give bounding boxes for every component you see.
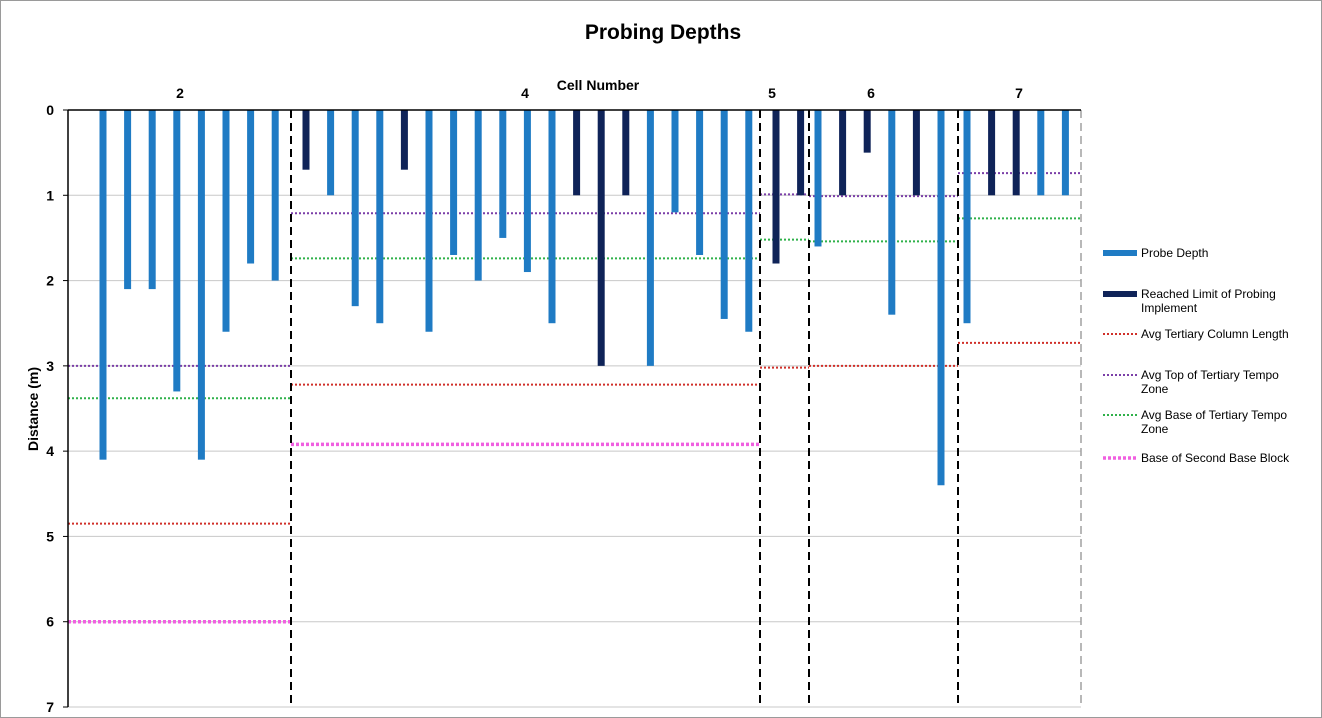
y-tick-label: 6 xyxy=(46,614,54,630)
reached-limit-bar xyxy=(622,110,630,196)
reached-limit-bar xyxy=(597,110,605,366)
cell-label-2: 2 xyxy=(176,85,184,101)
legend-label: Avg Top of Tertiary Tempo Zone xyxy=(1141,368,1279,396)
gridlines xyxy=(68,194,1081,708)
legend-label-line: Implement xyxy=(1141,301,1198,315)
probe-depth-bar xyxy=(1061,110,1069,196)
probe-depth-bar xyxy=(888,110,896,315)
reached-limit-bar xyxy=(797,110,805,196)
probe-depth-bar xyxy=(148,110,156,290)
reached-limit-bar xyxy=(863,110,871,153)
top-axis-label: Cell Number xyxy=(557,77,640,93)
reached-limit-bar xyxy=(988,110,996,196)
cell-labels: 2 4 5 6 7 xyxy=(176,85,1023,101)
legend-label-line: Zone xyxy=(1141,422,1169,436)
chart-title: Probing Depths xyxy=(585,21,741,44)
legend-label-line: Probe Depth xyxy=(1141,246,1208,260)
legend-label: Avg Base of Tertiary Tempo Zone xyxy=(1141,408,1287,436)
probe-depth-bar xyxy=(646,110,654,366)
legend-label-line: Base of Second Base Block xyxy=(1141,451,1290,465)
legend-swatch xyxy=(1103,291,1137,297)
probe-depth-bar xyxy=(173,110,181,392)
y-axis: 0 1 2 3 4 5 6 7 xyxy=(46,102,1081,715)
probe-depth-bar xyxy=(745,110,753,332)
y-tick-label: 0 xyxy=(46,102,54,118)
legend-label-line: Avg Top of Tertiary Tempo xyxy=(1141,368,1279,382)
probe-depth-bar xyxy=(197,110,205,460)
legend-label-line: Avg Tertiary Column Length xyxy=(1141,327,1289,341)
legend-label-line: Avg Base of Tertiary Tempo xyxy=(1141,408,1287,422)
reached-limit-bar xyxy=(400,110,408,170)
probe-depth-bar xyxy=(523,110,531,273)
probe-depth-bar xyxy=(271,110,279,281)
reached-limit-bar xyxy=(772,110,780,264)
reached-limit-bar xyxy=(912,110,920,196)
probe-depth-bar xyxy=(327,110,335,196)
reached-limit-bar xyxy=(1012,110,1020,196)
probe-depth-bar xyxy=(814,110,822,247)
probe-depth-bar xyxy=(696,110,704,255)
probe-depth-bar xyxy=(474,110,482,281)
probe-depth-bar xyxy=(499,110,507,238)
probe-depth-bar xyxy=(425,110,433,332)
average-lines xyxy=(68,172,1081,624)
cell-dividers xyxy=(290,110,1082,707)
cell-label-6: 6 xyxy=(867,85,875,101)
cell-label-7: 7 xyxy=(1015,85,1023,101)
y-tick-label: 3 xyxy=(46,358,54,374)
probe-depth-bar xyxy=(720,110,728,319)
probe-depth-bar xyxy=(124,110,132,290)
legend-label-line: Reached Limit of Probing xyxy=(1141,287,1276,301)
probe-depth-bar xyxy=(450,110,458,255)
legend-label: Base of Second Base Block xyxy=(1141,451,1290,465)
probe-bars xyxy=(99,110,1069,486)
reached-limit-bar xyxy=(573,110,581,196)
y-tick-label: 5 xyxy=(46,528,54,544)
reached-limit-bar xyxy=(302,110,310,170)
legend-label: Reached Limit of Probing Implement xyxy=(1141,287,1276,315)
probe-depth-bar xyxy=(548,110,556,324)
y-axis-label: Distance (m) xyxy=(25,367,41,451)
legend: Probe Depth Reached Limit of Probing Imple… xyxy=(1103,246,1290,465)
reached-limit-bar xyxy=(839,110,847,196)
probe-depth-bar xyxy=(671,110,679,213)
cell-label-4: 4 xyxy=(521,85,529,101)
probe-depth-bar xyxy=(1037,110,1045,196)
probe-depth-bar xyxy=(963,110,971,324)
legend-swatch xyxy=(1103,250,1137,256)
probe-depth-bar xyxy=(376,110,384,324)
y-tick-label: 4 xyxy=(46,443,54,459)
y-tick-label: 7 xyxy=(46,699,54,715)
probe-depth-bar xyxy=(937,110,945,486)
legend-label: Avg Tertiary Column Length xyxy=(1141,327,1289,341)
probe-depth-bar xyxy=(247,110,255,264)
y-tick-label: 2 xyxy=(46,273,54,289)
legend-label: Probe Depth xyxy=(1141,246,1208,260)
cell-label-5: 5 xyxy=(768,85,776,101)
legend-label-line: Zone xyxy=(1141,382,1169,396)
probe-depth-bar xyxy=(351,110,359,307)
probe-depth-bar xyxy=(99,110,107,460)
probe-depth-bar xyxy=(222,110,230,332)
y-tick-label: 1 xyxy=(46,187,54,203)
